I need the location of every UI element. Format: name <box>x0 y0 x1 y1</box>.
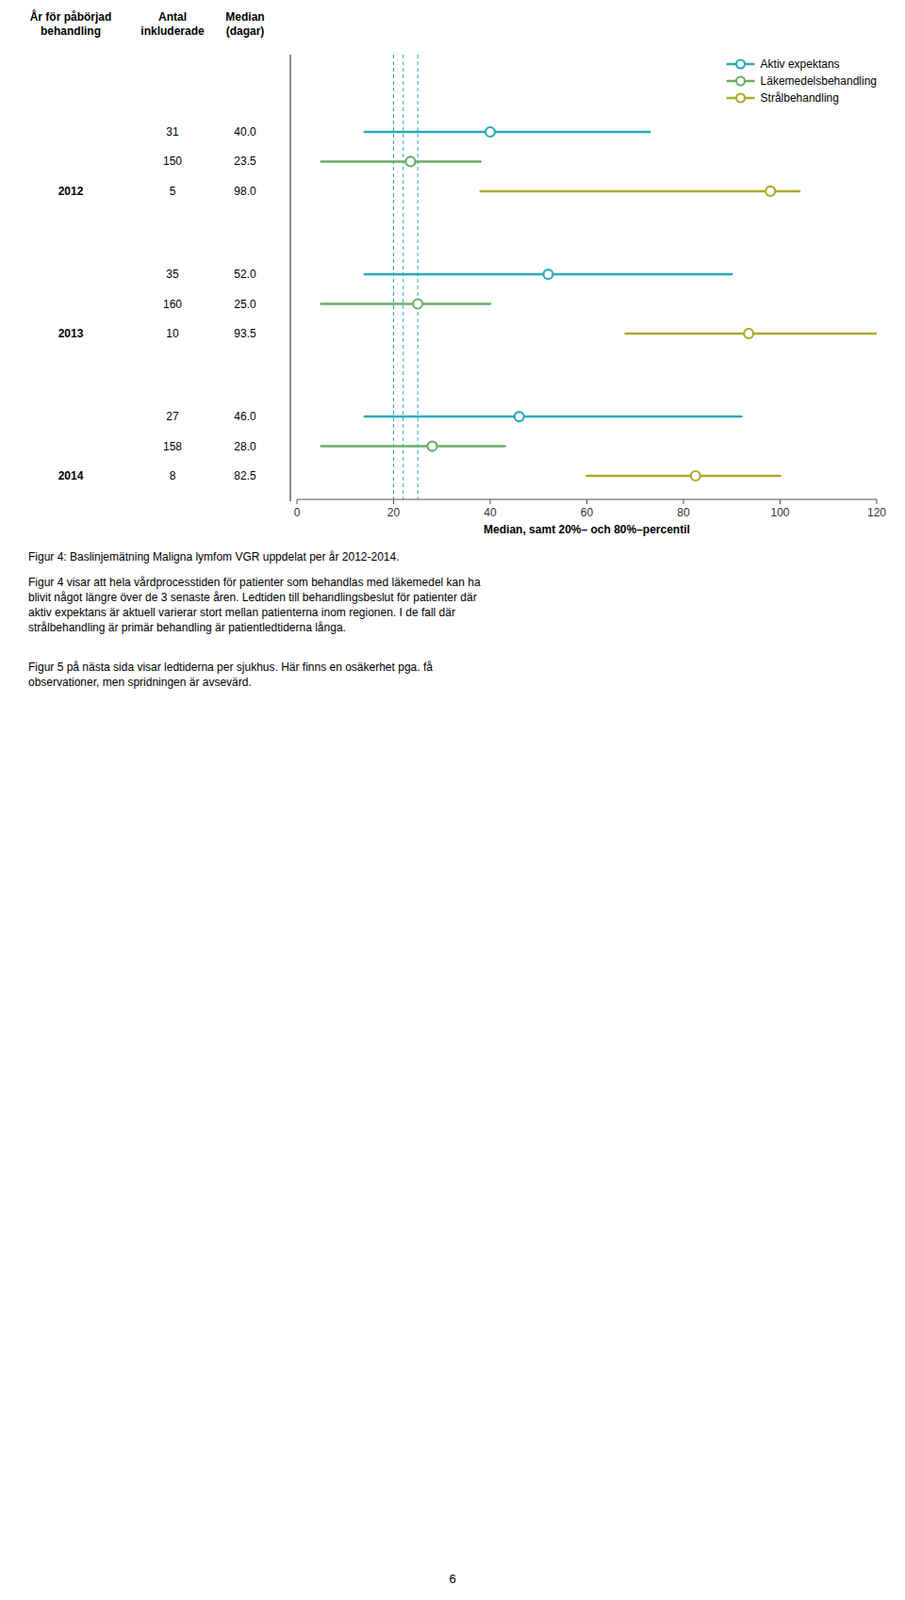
paragraph-line: aktiv expektans är aktuell varierar stor… <box>28 606 456 620</box>
x-tick-label: 120 <box>867 506 887 520</box>
table-year: 2013 <box>58 327 84 341</box>
table-median: 98.0 <box>233 184 257 198</box>
paragraph-line: blivit något längre över de 3 senaste år… <box>28 591 478 605</box>
table-count: 158 <box>163 440 182 454</box>
median-marker <box>485 127 495 137</box>
x-tick-label: 0 <box>294 506 301 520</box>
legend-marker <box>736 60 745 69</box>
x-tick-label: 60 <box>580 506 594 520</box>
x-tick <box>779 499 781 505</box>
reference-line <box>393 54 395 500</box>
percentile-range <box>321 444 506 448</box>
percentile-range <box>364 131 650 134</box>
reference-line <box>402 54 404 500</box>
table-count: 31 <box>165 125 180 139</box>
reference-line <box>417 54 419 500</box>
x-tick <box>586 499 588 505</box>
x-tick <box>393 499 395 505</box>
table-median: 93.5 <box>233 327 257 341</box>
legend-label: Aktiv expektans <box>760 57 840 71</box>
table-median: 52.0 <box>233 267 257 281</box>
table-count: 5 <box>169 184 177 198</box>
table-header-line: (dagar) <box>226 24 265 38</box>
x-tick-label: 20 <box>387 506 401 520</box>
paragraph-line: Figur 4 visar att hela vårdprocesstiden … <box>28 575 481 590</box>
x-axis-label: Median, samt 20%– och 80%–percentil <box>483 523 691 537</box>
table-median: 82.5 <box>233 469 257 483</box>
table-header-line: behandling <box>40 24 101 38</box>
median-marker <box>405 156 415 166</box>
percentile-range <box>321 302 491 306</box>
table-header: Median(dagar) <box>225 10 264 38</box>
table-count: 8 <box>169 469 177 483</box>
table-year: 2012 <box>58 184 84 198</box>
median-marker <box>743 329 754 339</box>
median-marker <box>514 411 525 422</box>
table-count: 10 <box>165 327 180 341</box>
table-count: 150 <box>163 154 182 168</box>
table-header-line: År för påbörjad <box>30 9 113 24</box>
x-tick <box>683 499 685 505</box>
paragraph-line: strålbehandling är primär behandling är … <box>28 621 346 635</box>
table-count: 160 <box>163 297 182 312</box>
x-tick-label: 40 <box>483 506 497 520</box>
x-tick <box>296 499 298 505</box>
table-median: 23.5 <box>233 154 257 168</box>
median-marker <box>427 442 438 452</box>
legend-marker <box>736 77 745 86</box>
table-header: År för påbörjadbehandling <box>30 9 113 38</box>
x-tick-label: 80 <box>676 506 691 520</box>
table-count: 27 <box>165 410 180 424</box>
percentile-range <box>480 190 800 194</box>
legend-label: Strålbehandling <box>760 91 840 105</box>
table-median: 28.0 <box>233 440 257 454</box>
page-number: 6 <box>448 1572 456 1587</box>
separator <box>290 54 292 502</box>
table-header-line: Antal <box>158 10 187 24</box>
median-marker <box>765 186 775 197</box>
table-year: 2014 <box>58 469 84 483</box>
table-median: 46.0 <box>233 410 257 424</box>
marks <box>321 127 877 481</box>
caption: Figur 4: Baslinjemätning Maligna lymfom … <box>28 550 400 564</box>
table-median: 25.0 <box>233 297 257 312</box>
x-tick <box>876 499 878 505</box>
legend-marker <box>736 94 745 103</box>
table-header-line: inkluderade <box>140 24 205 38</box>
legend: Aktiv expektans Läkemedelsbehandling Strål… <box>726 57 877 105</box>
median-marker <box>691 471 701 481</box>
table-header-line: Median <box>225 10 264 24</box>
percentile-range <box>321 160 481 164</box>
x-tick <box>490 499 492 505</box>
x-tick-label: 100 <box>770 506 790 520</box>
paragraph-line: observationer, men spridningen är avsevä… <box>28 675 252 690</box>
table-count: 35 <box>165 267 180 281</box>
paragraph-line: Figur 5 på nästa sida visar ledtiderna p… <box>28 660 433 675</box>
percentile-range <box>364 415 742 419</box>
table-median: 40.0 <box>233 125 257 139</box>
reference-lines <box>394 54 419 500</box>
median-marker <box>412 299 423 310</box>
table-header: Antalinkluderade <box>140 10 205 38</box>
legend-label: Läkemedelsbehandling <box>760 74 877 88</box>
percentile-range <box>587 475 781 478</box>
median-marker <box>543 269 554 280</box>
page: År för påbörjadbehandling Antalinkluderad… <box>0 0 905 1600</box>
